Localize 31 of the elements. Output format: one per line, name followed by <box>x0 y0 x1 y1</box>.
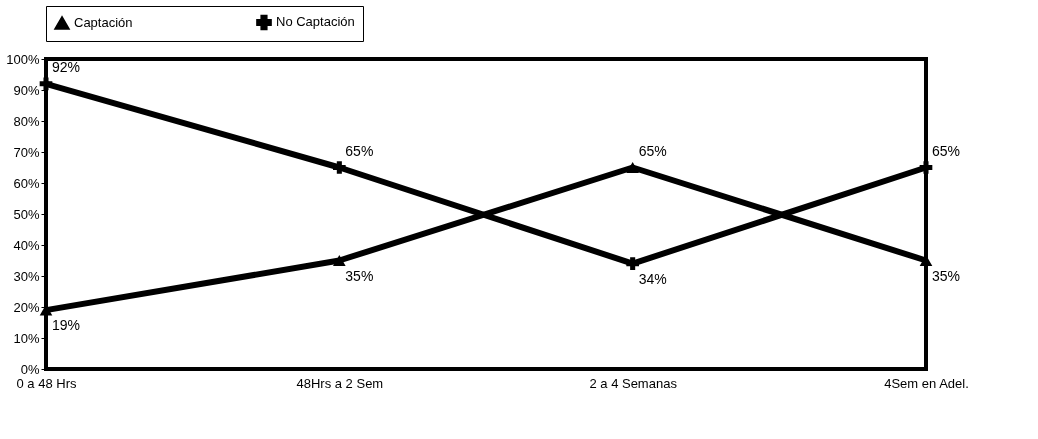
y-tick-label: 100% <box>6 51 40 67</box>
x-tick-label: 4Sem en Adel. <box>884 375 969 391</box>
y-tick-label: 90% <box>13 82 40 98</box>
y-tick-label: 70% <box>13 144 40 160</box>
point <box>626 162 639 173</box>
y-tick-label: 0% <box>20 361 40 377</box>
data-label: 65% <box>638 142 667 159</box>
legend-label: No Captación <box>276 14 355 30</box>
point <box>333 255 346 266</box>
data-label: 65% <box>932 142 961 159</box>
data-label: 92% <box>52 58 81 75</box>
x-tick-label: 2 a 4 Semanas <box>589 375 678 391</box>
data-label: 34% <box>638 270 667 287</box>
legend-label: Captación <box>74 14 133 30</box>
x-tick-label: 48Hrs a 2 Sem <box>296 375 384 391</box>
y-tick-label: 40% <box>13 237 40 253</box>
data-label: 19% <box>52 317 81 334</box>
y-tick-label: 60% <box>13 175 40 191</box>
y-tick-label: 20% <box>13 299 40 315</box>
data-label: 35% <box>345 267 374 284</box>
y-tick-label: 50% <box>13 206 40 222</box>
data-label: 35% <box>932 267 961 284</box>
point <box>626 257 639 270</box>
data-label: 65% <box>345 142 374 159</box>
y-tick-label: 10% <box>13 330 40 346</box>
x-tick-label: 0 a 48 Hrs <box>16 375 77 391</box>
point <box>919 161 933 174</box>
point <box>39 77 53 91</box>
y-tick-label: 30% <box>13 268 40 284</box>
y-tick-label: 80% <box>13 113 40 129</box>
point <box>333 161 346 174</box>
